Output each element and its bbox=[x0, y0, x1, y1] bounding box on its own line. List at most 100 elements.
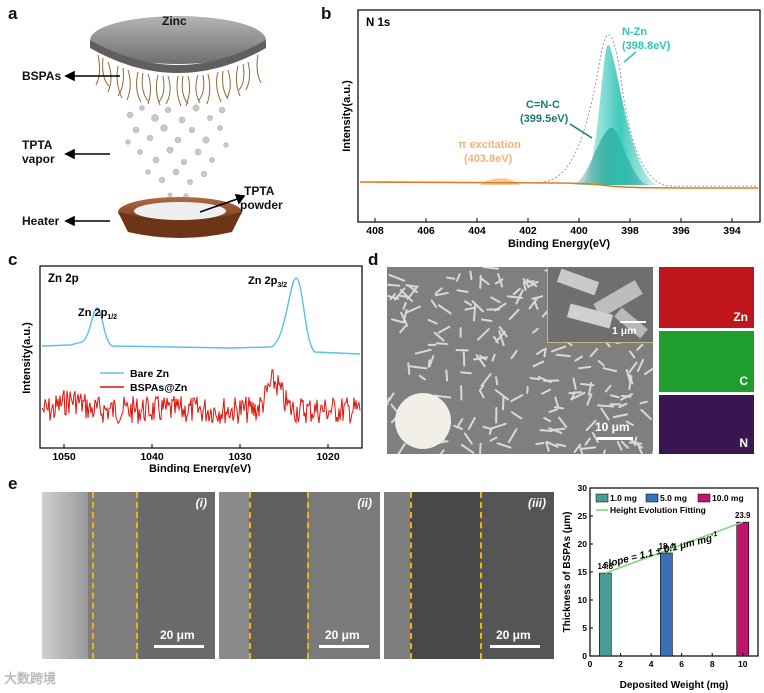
sem-flake bbox=[473, 356, 489, 361]
sem-flake bbox=[475, 354, 486, 368]
sem-flake bbox=[539, 429, 554, 432]
sem-flake bbox=[600, 407, 610, 421]
svg-text:400: 400 bbox=[570, 225, 588, 237]
tpta-powder-label-1: TPTA bbox=[244, 184, 275, 198]
sem-flake bbox=[541, 388, 552, 395]
cross-section-i: (i) 20 μm bbox=[42, 492, 215, 659]
panel-label-e: e bbox=[8, 474, 18, 493]
sem-flake bbox=[405, 284, 417, 288]
sem-flake bbox=[434, 287, 443, 295]
sem-flake bbox=[543, 416, 552, 423]
sem-flake bbox=[479, 276, 490, 286]
sem-flake bbox=[636, 358, 645, 373]
x-tick-label: 6 bbox=[679, 659, 684, 669]
scale-bar-iii bbox=[490, 645, 540, 648]
sem-flake bbox=[498, 330, 505, 347]
sem-flake bbox=[572, 377, 577, 390]
bar-1mg bbox=[598, 572, 612, 657]
sem-flake bbox=[507, 428, 518, 444]
sem-flake bbox=[548, 408, 558, 413]
inset-scale-bar bbox=[620, 321, 646, 323]
sem-flake bbox=[490, 296, 501, 304]
sem-flake bbox=[418, 374, 426, 381]
sem-flake bbox=[549, 427, 566, 432]
y-tick-label: 30 bbox=[578, 483, 588, 493]
sem-flake bbox=[434, 291, 449, 297]
sem-flake bbox=[387, 283, 401, 287]
n1s-plot-frame bbox=[357, 9, 761, 223]
cnc-label-2: (399.5eV) bbox=[520, 113, 569, 125]
sem-flake bbox=[586, 393, 593, 406]
sem-flake bbox=[628, 361, 638, 373]
n1s-xps-plot: 408 406 404 402 400 398 396 394 Binding … bbox=[341, 9, 761, 250]
x-tick-label: 2 bbox=[618, 659, 623, 669]
sem-flake bbox=[535, 348, 545, 356]
sem-flake bbox=[545, 441, 550, 452]
scale-label-i: 20 μm bbox=[160, 628, 195, 642]
bar-10mg bbox=[736, 521, 750, 657]
sem-flake bbox=[406, 285, 419, 300]
sem-flake bbox=[428, 355, 435, 368]
sem-flake bbox=[480, 318, 493, 322]
sem-flake bbox=[482, 425, 492, 430]
sem-flake bbox=[568, 391, 582, 395]
sem-flake bbox=[602, 449, 607, 454]
bar-value-label: 18.4 bbox=[659, 542, 675, 551]
nzn-label-1: N-Zn bbox=[622, 26, 647, 38]
eds-zn-label: Zn bbox=[733, 310, 748, 324]
pi-label-2: (403.8eV) bbox=[464, 153, 513, 165]
legend-5mg-swatch bbox=[645, 493, 659, 503]
roman-ii: (ii) bbox=[357, 496, 372, 510]
tpta-powder bbox=[134, 202, 226, 220]
sem-flake bbox=[620, 393, 633, 401]
bar-value-label: 14.8 bbox=[597, 562, 613, 571]
zn-foil-photo bbox=[395, 393, 451, 449]
svg-text:1050: 1050 bbox=[52, 451, 76, 463]
n1s-ylabel: Intensity(a.u.) bbox=[341, 80, 353, 152]
sem-flake bbox=[453, 424, 463, 430]
zn2p12-label: Zn 2p1/2 bbox=[78, 307, 117, 321]
zn2p-ylabel: Intensity(a.u.) bbox=[21, 322, 33, 394]
sem-flake bbox=[460, 443, 475, 454]
sem-flake bbox=[532, 360, 545, 368]
sem-flake bbox=[498, 326, 508, 338]
sem-flake bbox=[445, 369, 449, 382]
sem-flake bbox=[618, 402, 628, 409]
sem-flake bbox=[604, 384, 612, 393]
sem-flake bbox=[460, 371, 472, 375]
sem-flake bbox=[427, 319, 438, 325]
bspa-zn-trace bbox=[41, 369, 361, 425]
sem-flake bbox=[491, 353, 496, 362]
sem-flake bbox=[532, 327, 539, 334]
y-tick-label: 10 bbox=[578, 595, 588, 605]
sem-flake bbox=[464, 300, 473, 307]
sem-flake bbox=[528, 297, 538, 310]
sem-image: 1 μm 10 μm bbox=[387, 267, 653, 454]
svg-text:404: 404 bbox=[468, 225, 486, 237]
sem-flake bbox=[472, 304, 477, 322]
sem-flake bbox=[508, 308, 520, 321]
legend-5mg-label: 5.0 mg bbox=[660, 493, 687, 503]
sem-flake bbox=[522, 281, 527, 292]
pi-peak bbox=[480, 178, 520, 185]
nzn-arrow bbox=[623, 51, 637, 63]
legend-1mg-swatch bbox=[595, 493, 609, 503]
sem-flake bbox=[639, 400, 648, 405]
zinc-disc bbox=[90, 16, 266, 64]
bar-chart-ylabel: Thickness of BSPAs (μm) bbox=[562, 512, 573, 633]
sem-flake bbox=[636, 343, 644, 351]
zinc-edge bbox=[90, 40, 266, 73]
sem-flake bbox=[399, 325, 407, 334]
eds-n-map: N bbox=[659, 395, 754, 454]
zn2p-xticks: 1050 1040 1030 1020 bbox=[52, 444, 340, 463]
sem-flake bbox=[490, 422, 507, 430]
sem-flake bbox=[535, 441, 545, 446]
sem-flake bbox=[388, 274, 406, 282]
sem-flake bbox=[578, 445, 584, 454]
sem-flake bbox=[574, 355, 583, 362]
roman-i: (i) bbox=[195, 496, 207, 510]
sem-flake bbox=[597, 360, 605, 367]
n1s-xlabel: Binding Energy(eV) bbox=[508, 238, 610, 250]
legend-bspa-label: BSPAs@Zn bbox=[130, 382, 187, 394]
sem-flake bbox=[573, 443, 582, 454]
